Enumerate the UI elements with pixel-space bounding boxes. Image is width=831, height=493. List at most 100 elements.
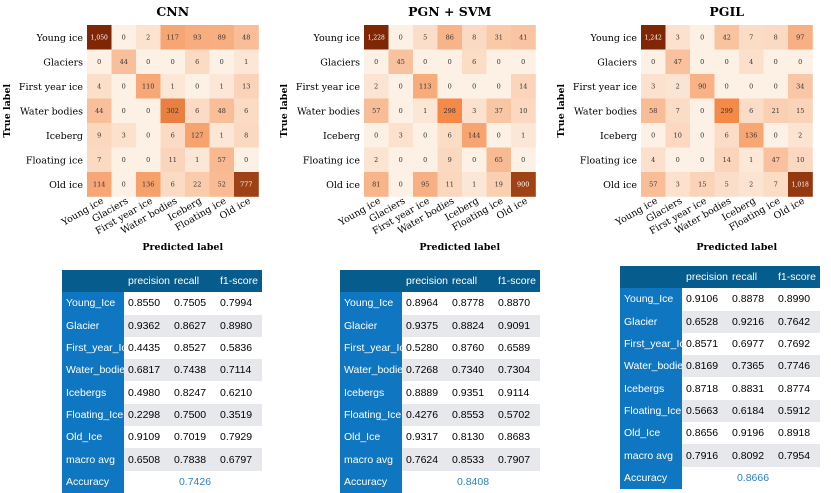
heatmap-cell (364, 123, 389, 148)
heatmap-cell (739, 123, 764, 148)
cell-value: 57 (649, 180, 657, 188)
metric-value: 0.7304 (494, 359, 540, 382)
heatmap-cell (388, 25, 414, 50)
row-label: Floating_Ice (340, 403, 402, 427)
metric-value: 0.2298 (124, 403, 170, 427)
y-tick-label: Floating ice (26, 155, 83, 166)
cell-value: 113 (419, 82, 431, 90)
cell-value: 10 (519, 107, 527, 115)
heatmap-cell (111, 172, 137, 197)
header-corner (62, 270, 124, 293)
heatmap-cell (641, 98, 666, 124)
metric-value: 0.7954 (774, 444, 820, 467)
metric-value: 0.5836 (216, 336, 262, 360)
cell-value: 97 (796, 33, 804, 41)
heatmap-cell (364, 49, 389, 75)
metric-value: 0.9375 (402, 314, 448, 337)
heatmap-cell (462, 123, 487, 148)
heatmap-cell (511, 25, 536, 50)
metric-value: 0.7624 (402, 448, 448, 471)
heatmap-cell (136, 25, 161, 50)
heatmap-cell (739, 25, 764, 50)
heatmap-cell (641, 172, 666, 197)
heatmap-cell (714, 123, 740, 148)
cell-value: 1 (171, 82, 175, 90)
cell-value: 1 (244, 58, 248, 66)
row-label: Icebergs (62, 381, 124, 404)
row-label: Icebergs (340, 381, 402, 404)
table-row: Floating_Ice 0.4276 0.8553 0.5702 (340, 403, 540, 427)
metric-value: 0.7692 (774, 332, 820, 356)
heatmap-cell (641, 147, 666, 173)
cell-value: 47 (674, 58, 682, 66)
cell-value: 48 (218, 107, 226, 115)
cell-value: 0 (700, 107, 704, 115)
row-label: macro avg (62, 448, 124, 471)
heatmap-cell (234, 25, 259, 50)
cell-value: 0 (798, 58, 802, 66)
cell-value: 65 (495, 156, 503, 164)
cell-value: 0 (399, 156, 403, 164)
metric-value: 0.9106 (682, 288, 728, 311)
row-label: Young_Ice (620, 288, 682, 311)
heatmap-cell (364, 172, 389, 197)
cell-value: 2 (676, 82, 680, 90)
metric-value: 0.9216 (728, 310, 774, 333)
heatmap-cell (437, 147, 463, 173)
cell-value: 0 (146, 58, 150, 66)
heatmap-cell (185, 98, 210, 124)
cell-value: 5 (725, 180, 729, 188)
cell-value: 15 (796, 107, 804, 115)
cell-value: 21 (772, 107, 780, 115)
row-label: Water_bodies (62, 359, 124, 382)
metric-value: 0.8092 (728, 444, 774, 467)
heatmap-cell (160, 98, 186, 124)
cell-value: 57 (218, 156, 226, 164)
row-label: Young_Ice (62, 292, 124, 315)
chart-title: CNN (156, 4, 189, 19)
heatmap-cell (87, 147, 112, 173)
heatmap-cell (690, 49, 715, 75)
heatmap-cell (413, 98, 438, 124)
cell-value: 3 (122, 131, 126, 139)
heatmap-cell (209, 123, 235, 148)
heatmap-cell (739, 172, 764, 197)
cell-value: 3 (651, 82, 655, 90)
cell-value: 93 (193, 33, 201, 41)
y-tick-label: Glaciers (320, 57, 360, 68)
metric-value: 0.7500 (170, 403, 216, 427)
cell-value: 0 (651, 131, 655, 139)
y-tick-label: Water bodies (574, 106, 637, 117)
heatmap-cell (209, 74, 235, 99)
cell-value: 6 (195, 58, 199, 66)
metric-value: 0.6210 (216, 381, 262, 404)
cell-value: 0 (97, 58, 101, 66)
cell-value: 0 (521, 58, 525, 66)
metric-value: 0.7268 (402, 359, 448, 382)
metric-value: 0.7994 (216, 292, 262, 315)
cell-value: 58 (649, 107, 657, 115)
heatmap-cell (388, 98, 414, 124)
cell-value: 0 (774, 82, 778, 90)
heatmap-cell (111, 25, 137, 50)
cell-value: 0 (146, 107, 150, 115)
cell-value: 0 (399, 107, 403, 115)
x-axis-label: Predicted label (696, 242, 777, 253)
y-tick-label: Water bodies (297, 106, 360, 117)
cell-value: 0 (195, 82, 199, 90)
heatmap-cell (763, 98, 789, 124)
heatmap-cell (413, 123, 438, 148)
heatmap-cell (136, 123, 161, 148)
metric-value: 0.8774 (774, 377, 820, 400)
heatmap-cell (641, 49, 666, 75)
cell-value: 0 (399, 33, 403, 41)
heatmap-cell (486, 98, 512, 124)
heatmap-cell (234, 74, 259, 99)
heatmap-cell (665, 172, 691, 197)
heatmap-cell (486, 74, 512, 99)
cell-value: 0 (725, 58, 729, 66)
heatmap-cell (388, 147, 414, 173)
cell-value: 0 (423, 156, 427, 164)
heatmap-cell (136, 74, 161, 99)
cell-value: 0 (521, 156, 525, 164)
